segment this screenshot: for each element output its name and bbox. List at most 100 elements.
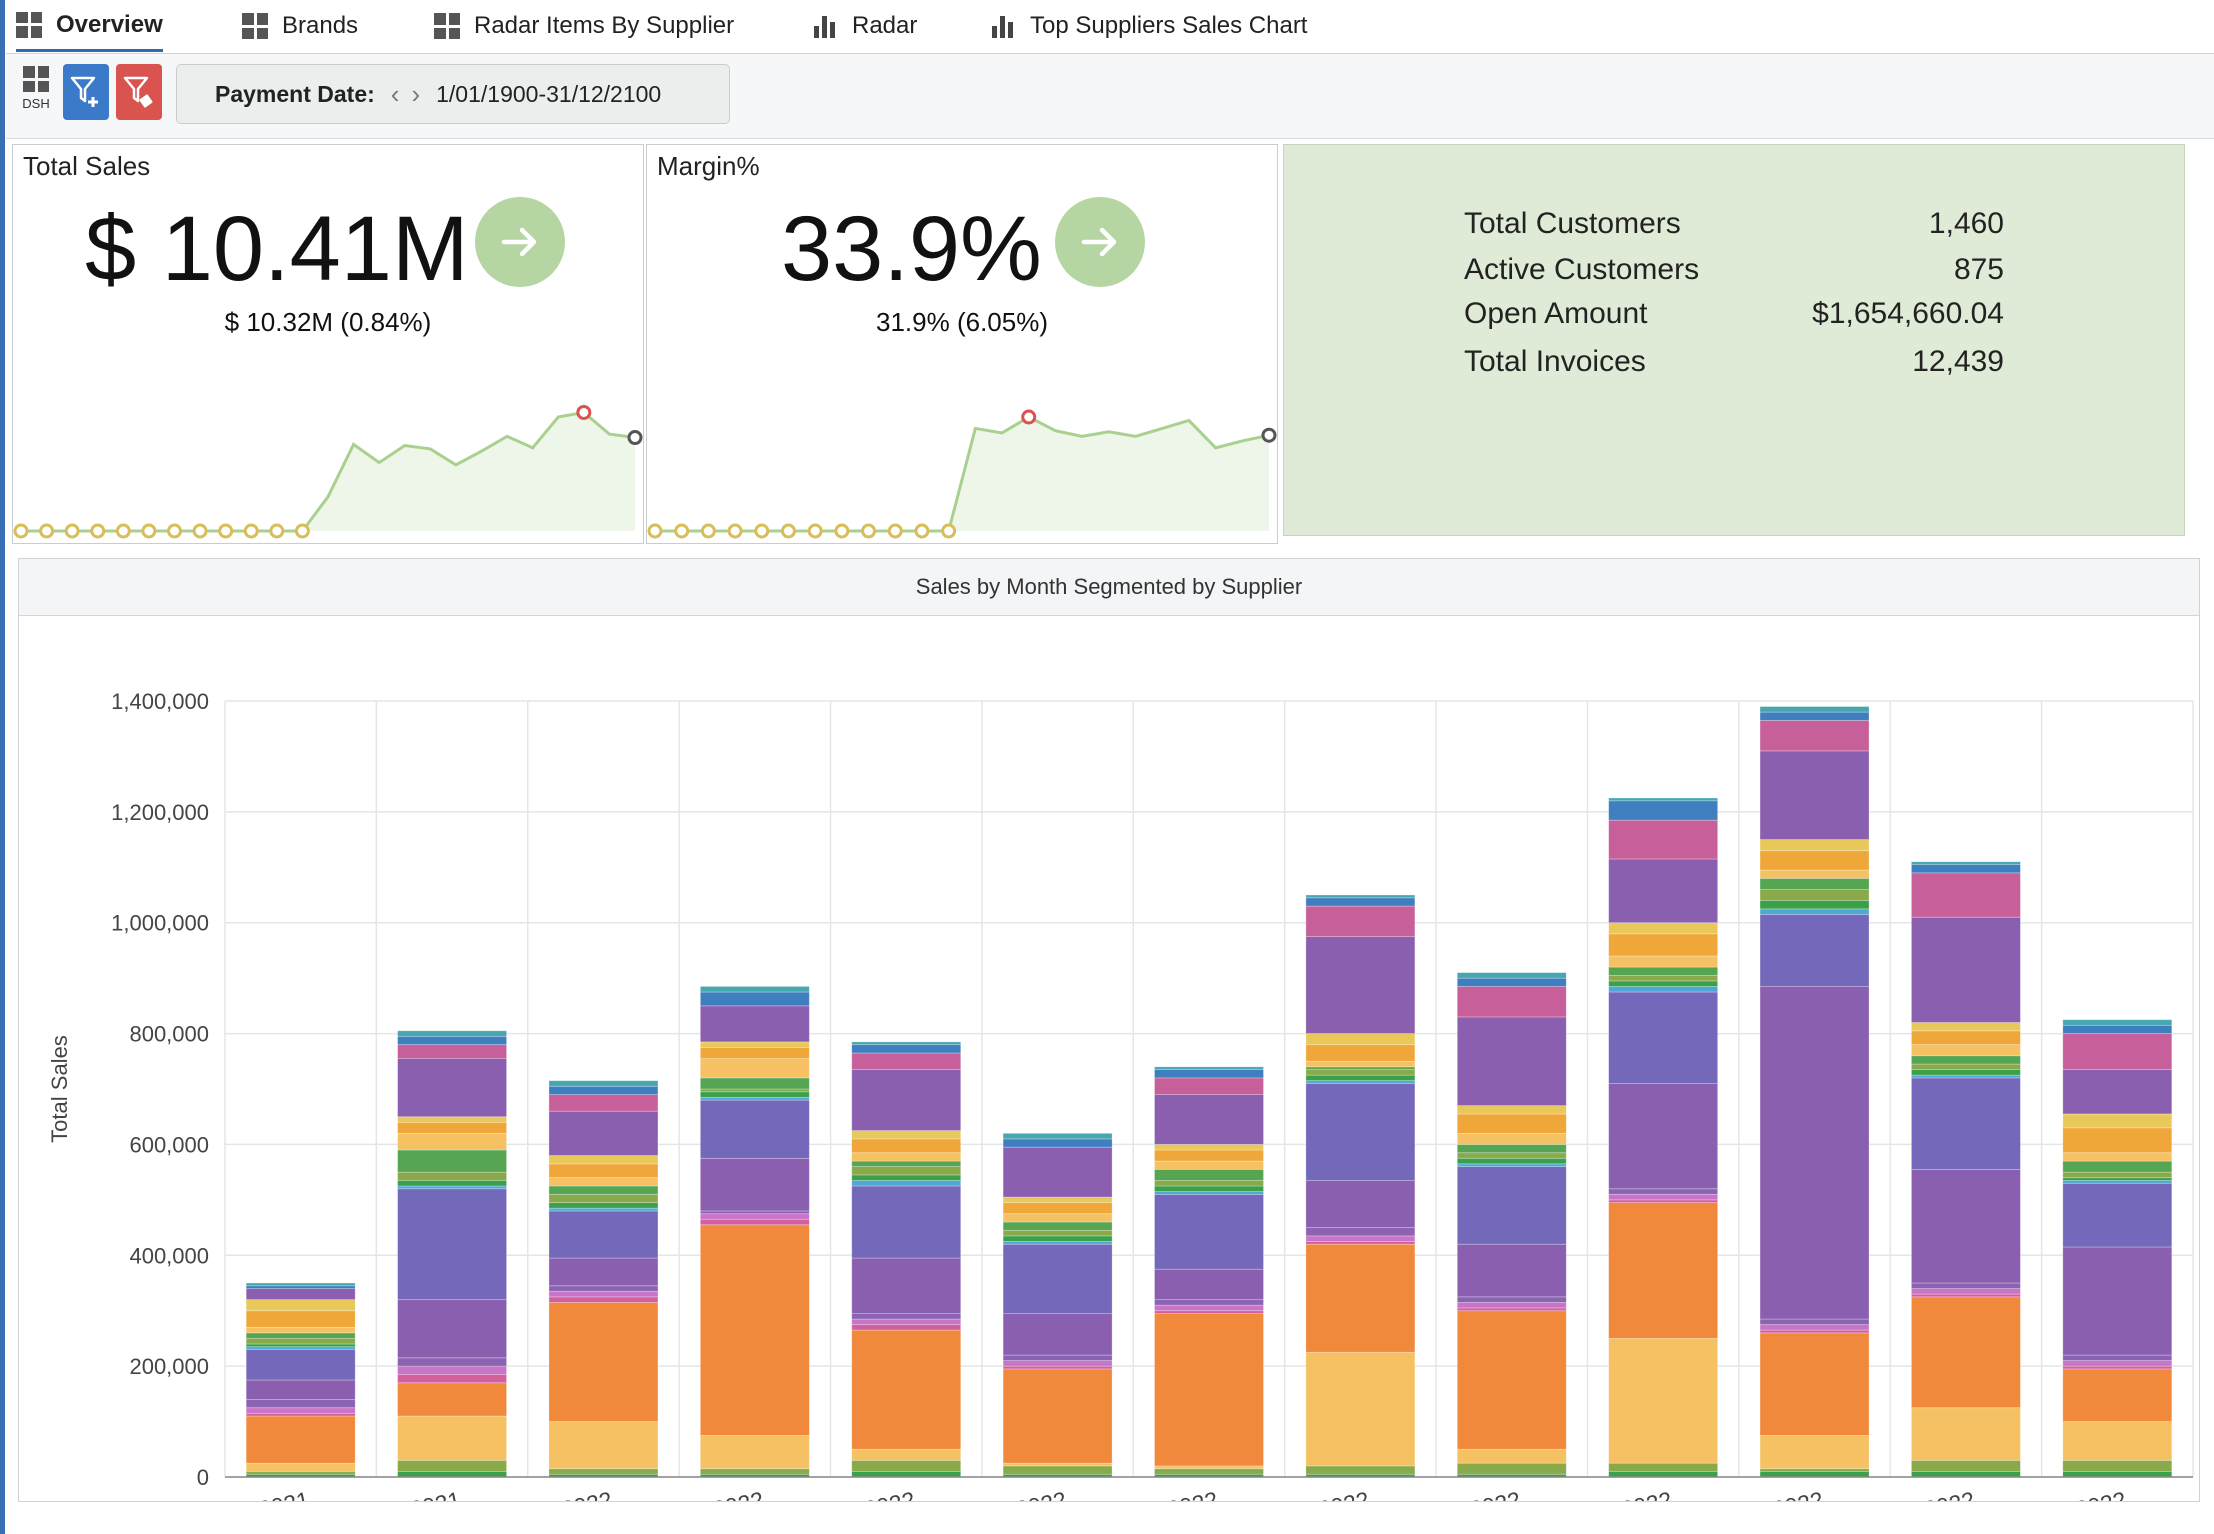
bar-segment[interactable] <box>397 1471 507 1478</box>
bar-segment[interactable] <box>548 1080 659 1087</box>
tab-brands[interactable]: Brands <box>242 0 358 52</box>
bar-segment[interactable] <box>1154 1077 1264 1095</box>
bar-segment[interactable] <box>2062 1033 2173 1071</box>
bar-segment[interactable] <box>1456 1163 1567 1167</box>
bar-segment[interactable] <box>1608 966 1719 976</box>
bar-segment[interactable] <box>851 1069 962 1131</box>
bar-segment[interactable] <box>1456 1448 1567 1464</box>
bar-segment[interactable] <box>397 1058 507 1118</box>
bar-segment[interactable] <box>245 1285 356 1289</box>
bar-segment[interactable] <box>1305 1235 1416 1242</box>
bar-segment[interactable] <box>245 1338 356 1345</box>
bar-segment[interactable] <box>699 1088 810 1093</box>
bar-segment[interactable] <box>699 1224 810 1436</box>
bar-segment[interactable] <box>1456 1243 1567 1298</box>
bar-segment[interactable] <box>1608 1338 1719 1464</box>
bar-segment[interactable] <box>1759 913 1870 987</box>
bar-segment[interactable] <box>397 1459 507 1472</box>
bar-segment[interactable] <box>548 1185 659 1195</box>
bar-segment[interactable] <box>1002 1462 1113 1467</box>
bar-segment[interactable] <box>1305 1465 1416 1475</box>
bar-segment[interactable] <box>2062 1354 2173 1361</box>
bar-segment[interactable] <box>2062 1459 2173 1472</box>
arrow-right-icon[interactable] <box>1055 197 1145 287</box>
bar-segment[interactable] <box>1759 1318 1870 1325</box>
bar-segment[interactable] <box>1911 861 2021 865</box>
bar-segment[interactable] <box>1608 980 1719 987</box>
bar-segment[interactable] <box>699 1091 810 1098</box>
bar-segment[interactable] <box>245 1415 356 1464</box>
bar-segment[interactable] <box>1154 1168 1264 1181</box>
bar-segment[interactable] <box>851 1180 962 1187</box>
bar-segment[interactable] <box>1002 1241 1113 1245</box>
bar-segment[interactable] <box>245 1326 356 1334</box>
bar-segment[interactable] <box>851 1138 962 1154</box>
bar-segment[interactable] <box>1002 1360 1113 1367</box>
bar-segment[interactable] <box>397 1132 507 1151</box>
bar-segment[interactable] <box>397 1030 507 1037</box>
bar-segment[interactable] <box>851 1152 962 1162</box>
bar-segment[interactable] <box>1154 1310 1264 1314</box>
bar-segment[interactable] <box>851 1166 962 1176</box>
bar-segment[interactable] <box>699 1005 810 1043</box>
bar-segment[interactable] <box>1154 1465 1264 1470</box>
bar-segment[interactable] <box>397 1415 507 1461</box>
bar-segment[interactable] <box>1305 1227 1416 1237</box>
bar-segment[interactable] <box>1911 916 2021 1023</box>
bar-segment[interactable] <box>1002 1146 1113 1198</box>
bar-segment[interactable] <box>1608 922 1719 935</box>
bar-segment[interactable] <box>1608 797 1719 802</box>
bar-segment[interactable] <box>1456 1144 1567 1154</box>
bar-segment[interactable] <box>1154 1185 1264 1192</box>
bar-segment[interactable] <box>397 1299 507 1359</box>
tab-overview[interactable]: Overview <box>16 0 163 52</box>
bar-segment[interactable] <box>1608 1193 1719 1201</box>
bar-segment[interactable] <box>548 1296 659 1303</box>
bar-segment[interactable] <box>1154 1066 1264 1071</box>
bar-segment[interactable] <box>699 986 810 993</box>
bar-segment[interactable] <box>851 1471 962 1478</box>
bar-segment[interactable] <box>397 1188 507 1301</box>
bar-segment[interactable] <box>1456 1016 1567 1107</box>
bar-segment[interactable] <box>1759 1468 1870 1472</box>
bar-segment[interactable] <box>1911 1077 2021 1170</box>
bar-segment[interactable] <box>1456 977 1567 987</box>
bar-segment[interactable] <box>1911 1471 2021 1478</box>
bar-segment[interactable] <box>1154 1193 1264 1270</box>
bar-segment[interactable] <box>397 1121 507 1134</box>
bar-segment[interactable] <box>548 1085 659 1095</box>
bar-segment[interactable] <box>1456 1310 1567 1450</box>
bar-segment[interactable] <box>2062 1160 2173 1173</box>
dashboard-button[interactable]: DSH <box>16 66 56 111</box>
bar-segment[interactable] <box>1911 1044 2021 1057</box>
bar-segment[interactable] <box>245 1288 356 1301</box>
bar-segment[interactable] <box>1456 1157 1567 1165</box>
bar-segment[interactable] <box>1002 1465 1113 1475</box>
bar-segment[interactable] <box>1911 1074 2021 1079</box>
bar-segment[interactable] <box>1759 706 1870 713</box>
bar-segment[interactable] <box>548 1177 659 1187</box>
bar-segment[interactable] <box>1911 1293 2021 1298</box>
bar-segment[interactable] <box>548 1285 659 1292</box>
bar-segment[interactable] <box>245 1299 356 1312</box>
bar-segment[interactable] <box>699 1047 810 1059</box>
bar-segment[interactable] <box>851 1448 962 1461</box>
bar-segment[interactable] <box>699 1218 810 1226</box>
bar-segment[interactable] <box>397 1171 507 1181</box>
bar-segment[interactable] <box>2062 1019 2173 1026</box>
bar-segment[interactable] <box>397 1357 507 1367</box>
bar-segment[interactable] <box>1759 869 1870 879</box>
bar-segment[interactable] <box>1608 1199 1719 1204</box>
bar-segment[interactable] <box>1759 711 1870 721</box>
bar-segment[interactable] <box>1002 1196 1113 1204</box>
bar-segment[interactable] <box>1305 1060 1416 1068</box>
bar-segment[interactable] <box>851 1052 962 1071</box>
bar-segment[interactable] <box>548 1193 659 1204</box>
bar-segment[interactable] <box>1154 1149 1264 1162</box>
bar-segment[interactable] <box>548 1202 659 1209</box>
bar-segment[interactable] <box>851 1044 962 1054</box>
bar-segment[interactable] <box>2062 1360 2173 1367</box>
bar-segment[interactable] <box>1911 1030 2021 1046</box>
bar-segment[interactable] <box>245 1343 356 1348</box>
bar-segment[interactable] <box>1608 986 1719 993</box>
